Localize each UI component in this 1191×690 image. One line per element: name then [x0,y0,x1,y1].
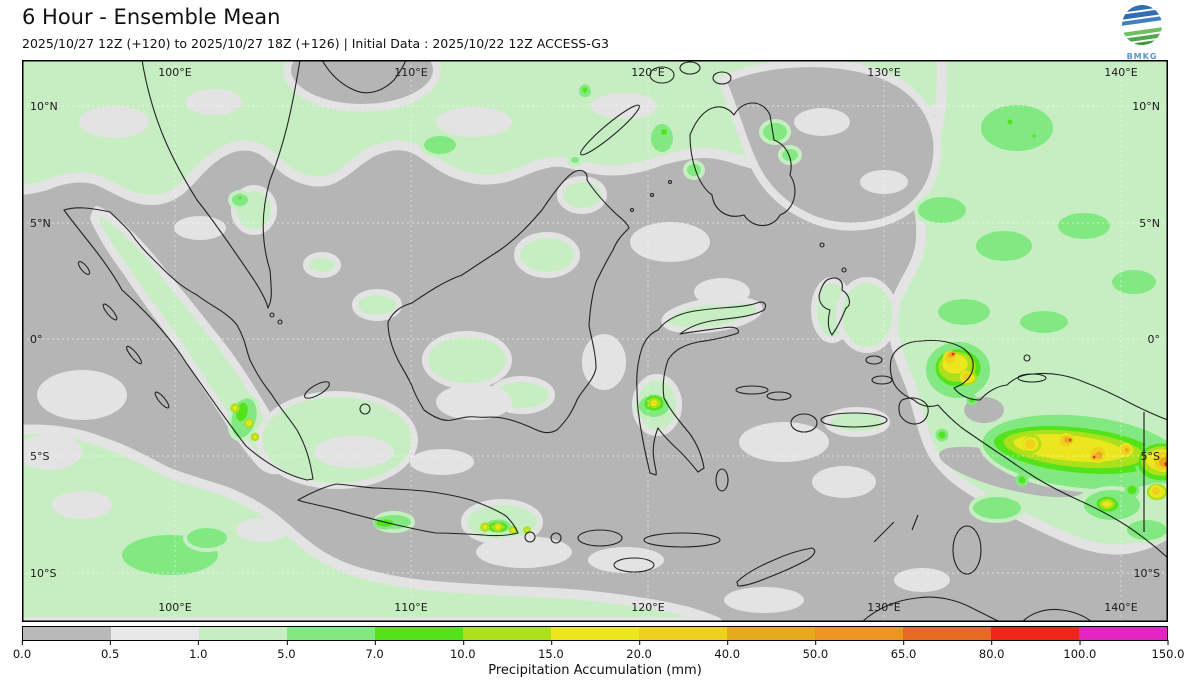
island-yapen [1017,373,1047,383]
lon-label-bottom: 140°E [1104,601,1137,614]
island-banggai [735,385,769,395]
colorbar-tick: 1.0 [189,640,208,661]
colorbar-tick: 40.0 [714,640,741,661]
colorbar-tick: 7.0 [365,640,384,661]
lat-label-left: 5°S [30,450,49,463]
lon-label-top: 130°E [867,66,900,79]
colorbar-tick: 100.0 [1063,640,1097,661]
lat-label-right: 0° [1148,333,1161,346]
colorbar-segment [991,627,1079,640]
colorbar-segment [551,627,639,640]
lat-label-right: 5°N [1139,217,1160,230]
coastline-borneo [387,169,630,434]
colorbar-segment [463,627,551,640]
island-flores [643,532,721,548]
colorbar-tick: 10.0 [449,640,476,661]
colorbar-segment [199,627,287,640]
bmkg-logo: BMKG [1116,2,1168,61]
colorbar-tick: 5.0 [277,640,296,661]
lat-label-right: 10°N [1132,100,1160,113]
colorbar-segment [815,627,903,640]
island-timor [736,547,816,587]
colorbar-segment [1079,627,1167,640]
colorbar-tick: 50.0 [802,640,829,661]
map-frame [22,60,1168,622]
lat-label-left: 10°N [30,100,58,113]
island-biak [1023,354,1031,362]
colorbar-segment [23,627,111,640]
lon-label-top: 110°E [394,66,427,79]
colorbar-tick: 80.0 [978,640,1005,661]
island-bangka [304,381,330,399]
lat-label-left: 10°S [30,567,56,580]
coastline-malay-peninsula [141,60,301,309]
peninsula-bomberai [898,397,929,425]
lon-label-bottom: 100°E [158,601,191,614]
colorbar-tick: 0.5 [100,640,120,661]
lat-label-right: 5°S [1141,450,1160,463]
colorbar [22,626,1168,641]
lat-label-left: 5°N [30,217,51,230]
islands-visayas [649,66,675,84]
colorbar-segment [639,627,727,640]
colorbar-segment [111,627,199,640]
coastline-mindanao [689,102,796,227]
colorbar-tick: 65.0 [890,640,917,661]
coastline-sumatra [63,207,314,481]
island-buton [715,468,729,492]
lat-label-right: 10°S [1134,567,1160,580]
coastline-java [297,483,519,537]
colorbar-segment [727,627,815,640]
island-sumba [613,557,655,573]
island-buru [790,413,818,433]
coastlines [63,60,1168,622]
island-belitung [359,403,371,415]
lat-label-left: 0° [30,333,43,346]
lon-label-bottom: 130°E [867,601,900,614]
map-canvas: 100°E 110°E 120°E 130°E 140°E 100°E 110°… [22,60,1168,622]
coastline-papua [889,339,1168,559]
page-title: 6 Hour - Ensemble Mean [22,5,281,29]
island-sumbawa [577,529,623,547]
precip-trace-layer [22,89,950,613]
island-halmahera [818,277,851,336]
island-aru [952,525,982,575]
axis-labels: 100°E 110°E 120°E 130°E 140°E 100°E 110°… [30,66,1160,614]
subtitle-validity-text: 2025/10/27 12Z (+120) to 2025/10/27 18Z … [22,36,609,51]
island-nias [102,303,118,321]
colorbar-ticks: 0.0 0.5 1.0 5.0 7.0 10.0 15.0 20.0 40.0 50.0 65.0 8… [13,640,1184,661]
colorbar-segment [375,627,463,640]
lon-label-top: 140°E [1104,66,1137,79]
bmkg-logo-text: BMKG [1126,52,1158,61]
island-palawan [580,104,640,156]
bmkg-logo-icon [1119,2,1165,48]
lon-label-bottom: 110°E [394,601,427,614]
colorbar-segment [287,627,375,640]
colorbar-tick: 0.0 [12,640,32,661]
colorbar-segment [903,627,991,640]
island-bali [524,531,536,543]
colorbar-tick: 150.0 [1151,640,1185,661]
coastline-indochina [321,60,407,94]
colorbar-tick: 20.0 [626,640,652,661]
island-seram [820,412,888,428]
graticule [22,60,1168,622]
lon-label-top: 100°E [158,66,191,79]
lon-label-top: 120°E [631,66,664,79]
colorbar-label: Precipitation Accumulation (mm) [488,663,702,678]
coastline-australia [861,596,1001,622]
colorbar-tick: 15.0 [538,640,564,661]
coastline-sulawesi [636,301,767,476]
island-lombok [550,532,562,544]
precipitation-map: 100°E 110°E 120°E 130°E 140°E 100°E 110°… [22,60,1168,622]
islands-tanimbar [873,521,895,543]
lon-label-bottom: 120°E [631,601,664,614]
